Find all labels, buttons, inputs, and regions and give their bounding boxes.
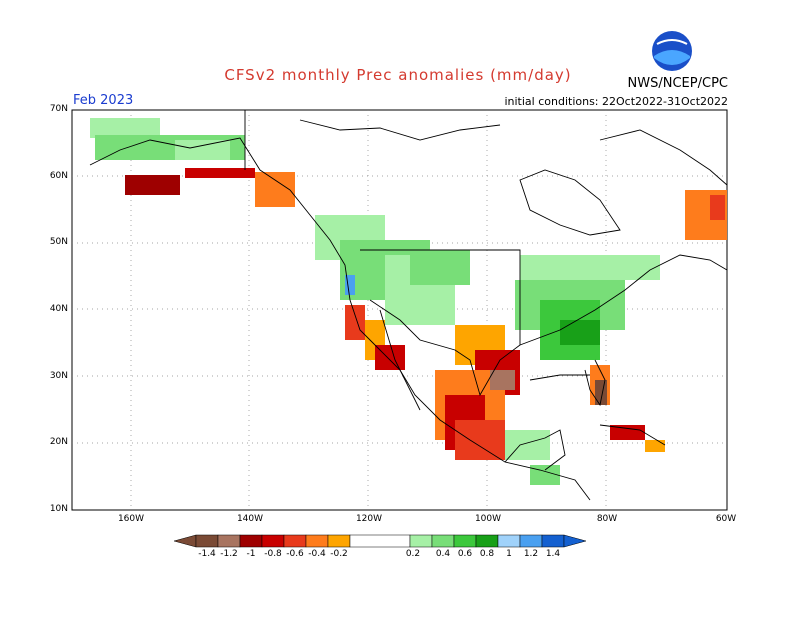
colorbar-label: 0.2 [405,549,421,559]
valid-month: Feb 2023 [73,93,134,108]
colorbar-box-7 [327,534,351,548]
colorbar-label: 0.8 [479,549,495,559]
colorbar-right-arrow [563,534,587,548]
lat-label: 20N [49,437,68,447]
agency-label: NWS/NCEP/CPC [627,76,728,91]
colorbar-box-11 [453,534,477,548]
colorbar-label: -1.2 [220,549,238,559]
lat-label: 70N [49,104,68,114]
colorbar-label: -0.8 [264,549,282,559]
lon-label: 140W [236,514,264,524]
colorbar-label: -1.4 [198,549,216,559]
colorbar-box-5 [283,534,307,548]
lon-label: 120W [355,514,383,524]
colorbar-box-14 [519,534,543,548]
map-title: CFSv2 monthly Prec anomalies (mm/day) [224,66,572,84]
colorbar-label: 0.4 [435,549,451,559]
colorbar-label: -0.6 [286,549,304,559]
colorbar-label: 1.4 [545,549,561,559]
lon-label: 160W [117,514,145,524]
colorbar-label: -1 [246,549,256,559]
lat-label: 40N [49,304,68,314]
lon-label: 100W [474,514,502,524]
colorbar-box-8 [349,534,411,548]
colorbar-box-3 [239,534,263,548]
colorbar-box-15 [541,534,565,548]
coastlines [89,110,728,501]
colorbar-box-10 [431,534,455,548]
colorbar-box-1 [195,534,219,548]
lon-label: 60W [715,514,737,524]
colorbar-box-4 [261,534,285,548]
initial-conditions: initial conditions: 22Oct2022-31Oct2022 [504,95,728,108]
colorbar-label: 0.6 [457,549,473,559]
colorbar-box-6 [305,534,329,548]
lon-label: 80W [596,514,618,524]
colorbar [173,534,587,548]
lat-label: 50N [49,237,68,247]
colorbar-box-9 [409,534,433,548]
colorbar-left-arrow [173,534,197,548]
colorbar-label: -0.4 [308,549,326,559]
colorbar-box-12 [475,534,499,548]
colorbar-box-13 [497,534,521,548]
lat-label: 30N [49,371,68,381]
lat-label: 10N [49,504,68,514]
colorbar-box-2 [217,534,241,548]
colorbar-label: -0.2 [330,549,348,559]
noaa-logo-icon [652,31,692,71]
colorbar-label: 1.2 [523,549,539,559]
dry-anomalies [125,168,727,460]
lat-label: 60N [49,171,68,181]
colorbar-label: 1 [506,549,512,559]
